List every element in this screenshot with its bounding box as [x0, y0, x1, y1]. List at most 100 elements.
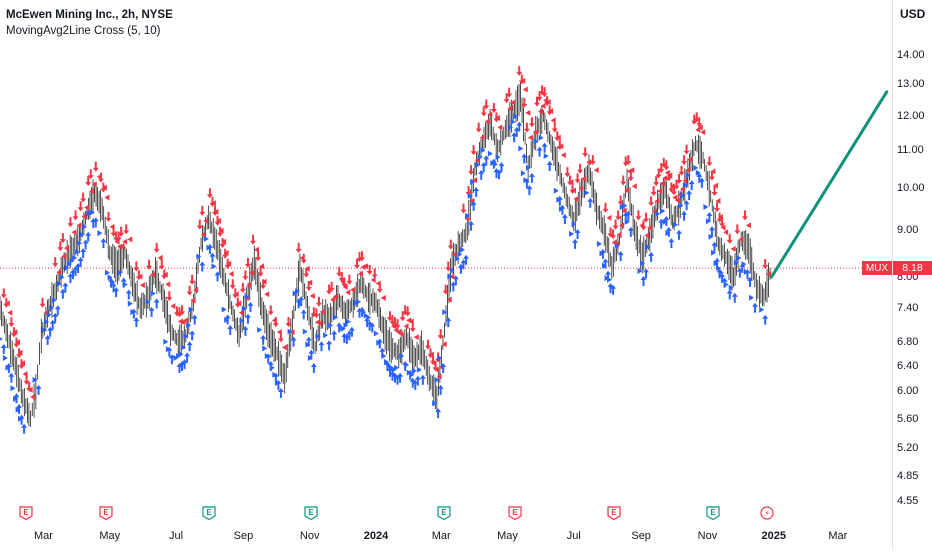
buy-flag — [602, 262, 608, 269]
sell-flag — [281, 344, 287, 351]
earnings-badge[interactable]: E — [437, 506, 452, 521]
buy-flag — [77, 240, 83, 247]
earnings-badge[interactable]: E — [607, 506, 621, 521]
buy-signal-arrow — [419, 374, 426, 385]
sell-signal-arrow — [209, 196, 216, 207]
sell-flag — [606, 214, 612, 221]
buy-signal-arrow — [0, 343, 7, 354]
buy-signal-arrow — [300, 309, 307, 320]
y-tick-label: 7.40 — [897, 301, 919, 314]
svg-text:E: E — [104, 508, 110, 517]
buy-flag — [685, 172, 691, 179]
buy-flag — [110, 279, 116, 286]
earnings-badge[interactable]: E — [202, 506, 216, 521]
buy-flag — [363, 312, 369, 319]
sell-flag — [687, 156, 693, 163]
buy-flag — [556, 196, 562, 203]
buy-signal-arrow — [574, 229, 581, 240]
buy-flag — [749, 294, 755, 301]
x-tick-label: Jul — [566, 530, 581, 542]
buy-signal-arrow — [445, 317, 452, 328]
earnings-badge[interactable]: E — [19, 506, 33, 521]
buy-flag — [262, 345, 268, 352]
sell-signal-arrow — [706, 156, 713, 167]
sell-flag — [472, 177, 478, 184]
sell-signal-arrow — [67, 217, 74, 228]
sell-signal-arrow — [105, 211, 112, 222]
buy-flag — [409, 371, 415, 378]
sell-signal-arrow — [544, 96, 551, 107]
buy-flag — [553, 187, 559, 194]
sell-signal-arrow — [676, 174, 683, 185]
sell-signal-arrow — [460, 203, 467, 214]
buy-flag — [165, 346, 171, 353]
sell-signal-arrow — [663, 160, 670, 171]
sell-signal-arrow — [762, 259, 769, 270]
sell-flag — [403, 323, 409, 330]
sell-signal-arrow — [219, 237, 226, 248]
earnings-badge[interactable]: E — [706, 506, 720, 521]
buy-flag — [340, 325, 346, 332]
buy-signal-arrow — [617, 251, 624, 262]
sell-signal-arrow — [217, 226, 224, 237]
svg-text:E: E — [611, 508, 617, 517]
sell-signal-arrow — [16, 348, 23, 359]
sell-signal-arrow — [257, 266, 264, 277]
buy-flag — [0, 337, 3, 341]
sell-signal-arrow — [376, 282, 383, 293]
buy-flag — [49, 304, 55, 311]
sell-flag — [370, 276, 376, 283]
sell-flag — [289, 329, 295, 336]
sell-flag — [436, 373, 442, 380]
sell-flag — [139, 282, 145, 289]
buy-signal-arrow — [247, 301, 254, 312]
buy-flag — [203, 235, 209, 242]
buy-signal-arrow — [305, 336, 312, 347]
earnings-badge[interactable]: E — [508, 506, 522, 521]
sell-flag — [165, 281, 171, 288]
buy-flag — [678, 202, 684, 209]
sell-flag — [560, 152, 566, 159]
sell-flag — [63, 245, 69, 252]
earnings-badge[interactable]: E — [304, 506, 318, 521]
sell-flag — [30, 393, 36, 400]
sell-flag — [342, 284, 348, 291]
sell-signal-arrow — [523, 122, 530, 133]
buy-signal-arrow — [331, 330, 338, 341]
sell-signal-arrow — [146, 259, 153, 270]
buy-flag — [117, 269, 123, 276]
sell-signal-arrow — [179, 305, 186, 316]
buy-signal-arrow — [683, 200, 690, 211]
buy-signal-arrow — [409, 377, 416, 388]
currency-label[interactable]: USD — [900, 7, 926, 21]
buy-signal-arrow — [681, 210, 688, 221]
buy-signal-arrow — [528, 172, 535, 183]
sell-signal-arrow — [189, 274, 196, 285]
buy-flag — [480, 147, 486, 154]
y-tick-label: 6.40 — [897, 359, 919, 372]
price-axis[interactable] — [892, 0, 932, 550]
sell-flag — [697, 124, 703, 131]
earnings-badge[interactable]: E — [99, 506, 114, 521]
sell-signal-arrow — [668, 182, 675, 193]
buy-signal-arrow — [521, 153, 528, 164]
buy-flag — [475, 161, 481, 168]
sell-flag — [193, 286, 199, 293]
buy-flag — [525, 164, 531, 171]
sell-signal-arrow — [23, 374, 30, 385]
sell-signal-arrow — [389, 315, 396, 326]
buy-flag — [10, 385, 16, 392]
buy-flag — [490, 160, 496, 167]
buy-flag — [728, 284, 734, 291]
buy-signal-arrow — [277, 388, 284, 399]
buy-signal-arrow — [52, 312, 59, 323]
buy-flag — [373, 330, 379, 337]
buy-signal-arrow — [184, 352, 191, 363]
dividend-badge[interactable]: ⚡ — [760, 506, 774, 520]
sell-signal-arrow — [285, 317, 292, 328]
buy-signal-arrow — [82, 239, 89, 250]
x-tick-label: May — [99, 530, 121, 542]
buy-signal-arrow — [726, 289, 733, 300]
